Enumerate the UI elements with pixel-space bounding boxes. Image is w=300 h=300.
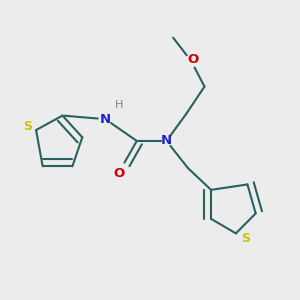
Text: N: N [100, 113, 111, 126]
Text: H: H [115, 100, 124, 110]
Text: N: N [161, 134, 172, 147]
Text: S: S [241, 232, 250, 245]
Text: S: S [23, 120, 32, 133]
Text: O: O [113, 167, 124, 180]
Text: O: O [187, 53, 199, 66]
